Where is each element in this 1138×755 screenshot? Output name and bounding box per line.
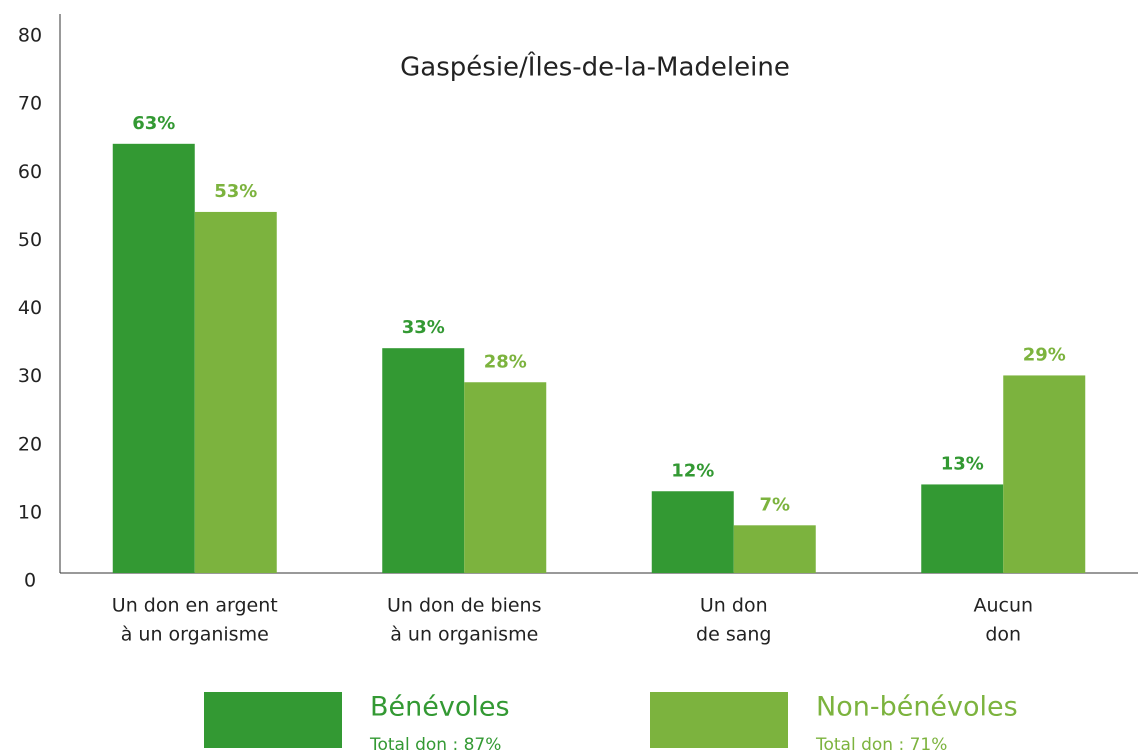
y-tick-label: 0	[24, 570, 36, 592]
value-label: 12%	[671, 460, 714, 481]
bar	[733, 525, 816, 573]
legend-note: Total don : 87%	[369, 735, 501, 755]
bar	[1003, 375, 1086, 573]
x-tick-label: don	[985, 624, 1021, 646]
y-tick-label: 50	[18, 229, 42, 251]
legend-label: Bénévoles	[370, 692, 510, 723]
y-tick-label: 60	[18, 161, 42, 183]
value-label: 63%	[132, 113, 175, 134]
legend-note: Total don : 71%	[815, 735, 947, 755]
x-tick-label: Aucun	[973, 595, 1033, 617]
bar	[112, 143, 195, 573]
value-label: 13%	[941, 453, 984, 474]
value-label: 33%	[402, 317, 445, 338]
legend-label: Non-bénévoles	[816, 692, 1018, 723]
value-label: 29%	[1023, 344, 1066, 365]
x-tick-label: Un don de biens	[387, 595, 542, 617]
y-tick-label: 40	[18, 297, 42, 319]
y-tick-label: 80	[18, 25, 42, 47]
chart-title: Gaspésie/Îles-de-la-Madeleine	[400, 51, 790, 83]
bar	[651, 491, 734, 573]
x-tick-label: à un organisme	[121, 624, 269, 646]
bar	[921, 484, 1004, 573]
y-tick-label: 30	[18, 365, 42, 387]
value-label: 7%	[759, 494, 790, 515]
bar	[194, 211, 277, 573]
x-tick-label: Un don	[700, 595, 768, 617]
legend-swatch	[204, 692, 342, 748]
value-label: 28%	[484, 351, 527, 372]
legend-swatch	[650, 692, 788, 748]
y-tick-label: 70	[18, 93, 42, 115]
value-label: 53%	[214, 181, 257, 202]
bar	[382, 348, 465, 573]
y-tick-label: 10	[18, 501, 42, 523]
bar	[464, 382, 547, 573]
x-tick-label: de sang	[696, 624, 771, 646]
x-tick-label: à un organisme	[390, 624, 538, 646]
x-tick-label: Un don en argent	[112, 595, 278, 617]
y-tick-label: 20	[18, 433, 42, 455]
